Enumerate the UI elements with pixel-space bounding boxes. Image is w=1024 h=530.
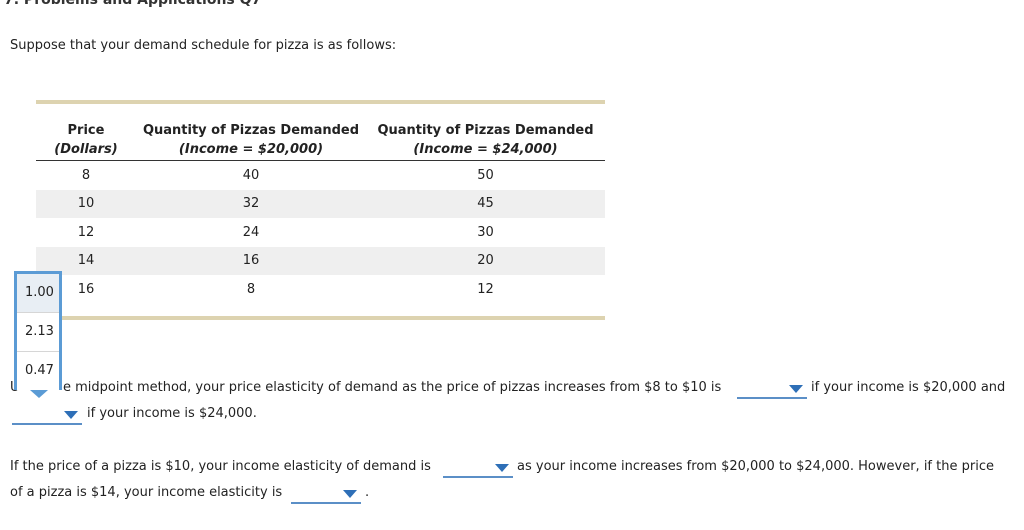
triangle-down-icon bbox=[495, 464, 509, 472]
table-row: 8 40 50 bbox=[36, 161, 605, 190]
popup-pointer bbox=[30, 390, 48, 398]
cell-qty-20000: 24 bbox=[242, 224, 260, 240]
dropdown-options-popup[interactable]: 1.00 2.13 0.47 bbox=[14, 271, 62, 390]
page-title: 7. Problems and Applications Q7 bbox=[4, 0, 262, 8]
cell-price: 10 bbox=[36, 189, 136, 218]
triangle-down-icon bbox=[789, 385, 803, 393]
col-subheader-qty-20000: (Income = $20,000) bbox=[136, 138, 366, 161]
col-subheader-price: (Dollars) bbox=[36, 138, 136, 161]
table-row: 12 24 30 bbox=[36, 218, 605, 247]
dropdown-option[interactable]: 2.13 bbox=[17, 313, 59, 352]
demand-schedule-table: Price Quantity of Pizzas Demanded Quanti… bbox=[36, 100, 605, 320]
cell-qty-24000: 45 bbox=[366, 189, 605, 218]
intro-text: Suppose that your demand schedule for pi… bbox=[10, 38, 397, 53]
table-row: 16 8 12 bbox=[36, 275, 605, 304]
cell-price: 8 bbox=[81, 167, 91, 183]
table-row: 10 32 45 bbox=[36, 189, 605, 218]
question2-text: If the price of a pizza is $10, your inc… bbox=[10, 459, 431, 474]
cell-qty-24000: 20 bbox=[366, 246, 605, 275]
price-elasticity-24000-dropdown[interactable] bbox=[12, 407, 82, 425]
col-header-qty-24000: Quantity of Pizzas Demanded bbox=[377, 123, 594, 138]
col-header-price: Price bbox=[67, 123, 105, 138]
triangle-down-icon bbox=[64, 411, 78, 419]
question1-text-c: if your income is $24,000. bbox=[87, 406, 257, 421]
cell-qty-20000: 16 bbox=[136, 246, 366, 275]
col-header-qty-20000: Quantity of Pizzas Demanded bbox=[142, 123, 360, 138]
question1-text-b: if your income is $20,000 and bbox=[811, 380, 1006, 395]
cell-price: 12 bbox=[77, 224, 95, 240]
cell-price: 14 bbox=[36, 246, 136, 275]
income-elasticity-10-dropdown[interactable] bbox=[443, 460, 513, 478]
question1-text: e midpoint method, your price elasticity… bbox=[63, 380, 722, 395]
cell-qty-20000: 8 bbox=[246, 281, 256, 297]
question2-text-b: as your income increases from $20,000 to… bbox=[517, 459, 994, 474]
question2-text-c: of a pizza is $14, your income elasticit… bbox=[10, 485, 283, 500]
triangle-down-icon bbox=[343, 490, 357, 498]
income-elasticity-14-dropdown[interactable] bbox=[291, 486, 361, 504]
cell-qty-24000: 30 bbox=[477, 224, 494, 240]
cell-price: 16 bbox=[77, 281, 95, 297]
cell-qty-24000: 50 bbox=[477, 167, 494, 183]
cell-qty-24000: 12 bbox=[477, 281, 494, 297]
question2-period: . bbox=[365, 485, 370, 500]
dropdown-option[interactable]: 0.47 bbox=[17, 352, 59, 390]
cell-qty-20000: 40 bbox=[242, 167, 260, 183]
cell-qty-20000: 32 bbox=[136, 189, 366, 218]
dropdown-option[interactable]: 1.00 bbox=[17, 274, 59, 313]
table-row: 14 16 20 bbox=[36, 246, 605, 275]
price-elasticity-20000-dropdown[interactable] bbox=[737, 381, 807, 399]
col-subheader-qty-24000: (Income = $24,000) bbox=[366, 138, 605, 161]
